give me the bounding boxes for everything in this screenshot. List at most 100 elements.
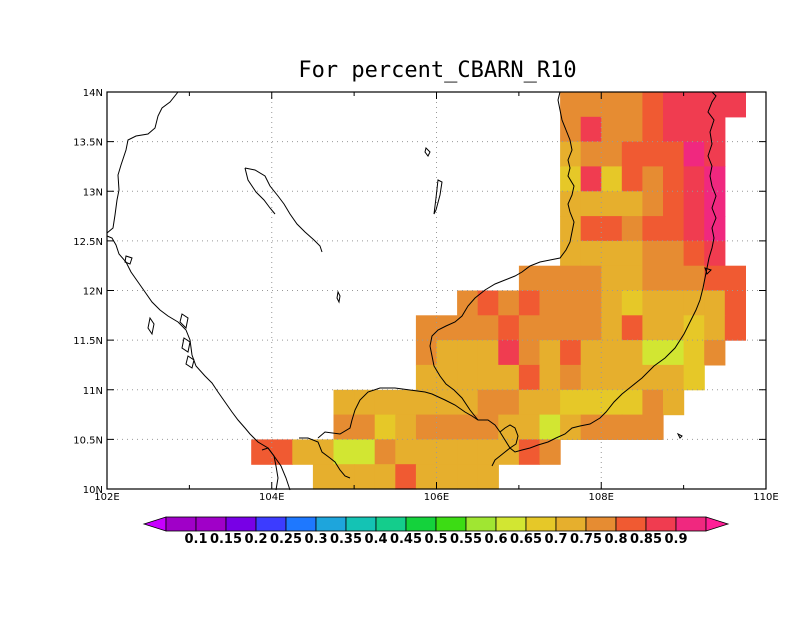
data-cell [477, 315, 499, 341]
data-cell [580, 141, 602, 167]
data-cell [560, 265, 582, 292]
colorbar-label: 0.5 [424, 532, 447, 547]
data-cell [457, 290, 479, 316]
data-cell [663, 364, 685, 391]
data-cell [498, 414, 520, 440]
colorbar-box [255, 516, 287, 532]
data-cell [601, 364, 623, 391]
data-cell [704, 191, 726, 217]
data-cell [642, 240, 664, 267]
colorbar-min-arrow [142, 516, 167, 532]
data-cell [601, 141, 623, 167]
colorbar-label: 0.85 [630, 532, 662, 547]
data-cell [642, 389, 664, 416]
data-cell [580, 265, 602, 292]
colorbar-label: 0.1 [184, 532, 207, 547]
data-cell [333, 389, 355, 416]
data-cell [683, 240, 705, 267]
data-cell [601, 116, 623, 143]
data-cell [539, 315, 561, 341]
data-cell [436, 414, 458, 440]
data-cell [704, 265, 726, 292]
colorbar-max-arrow [705, 516, 730, 532]
data-cell [518, 439, 541, 465]
data-cell [621, 340, 643, 366]
data-cell [312, 439, 335, 465]
data-cell [333, 414, 355, 440]
data-cell [642, 414, 664, 440]
data-cell [683, 92, 705, 118]
data-cell [663, 265, 685, 292]
colorbar-box [645, 516, 677, 532]
x-tick-label: 102E [94, 492, 119, 503]
data-cell [539, 265, 561, 292]
data-cell [683, 191, 705, 217]
data-cell [642, 191, 664, 217]
data-cell [621, 290, 643, 316]
data-cell [580, 92, 602, 118]
colorbar-box [345, 516, 377, 532]
y-tick-label: 11N [83, 386, 103, 397]
y-tick-label: 13N [83, 187, 103, 198]
data-cell [683, 290, 705, 316]
data-cell [560, 216, 582, 242]
data-cells [251, 92, 746, 490]
data-cell [539, 414, 561, 440]
data-cell [477, 389, 499, 416]
colorbar-label: 0.7 [544, 532, 567, 547]
data-cell [415, 315, 438, 341]
data-cell [621, 389, 643, 416]
data-cell [560, 92, 582, 118]
data-cell [354, 414, 376, 440]
data-cell [621, 141, 643, 167]
data-cell [354, 439, 376, 465]
data-cell [560, 389, 582, 416]
data-cell [457, 414, 479, 440]
data-cell [601, 240, 623, 267]
data-cell [395, 439, 417, 465]
data-cell [621, 265, 643, 292]
colorbar-label: 0.15 [210, 532, 242, 547]
data-cell [683, 166, 705, 192]
data-cell [560, 191, 582, 217]
data-cell [518, 389, 541, 416]
data-cell [374, 414, 396, 440]
colorbar: 0.1 0.15 0.2 0.25 0.3 0.35 0.4 0.45 0.5 0.55 0.6 0.… [142, 516, 730, 547]
data-cell [580, 290, 602, 316]
data-cell [436, 364, 458, 391]
data-cell [663, 191, 685, 217]
data-cell [395, 464, 417, 490]
data-cell [539, 290, 561, 316]
colorbar-label: 0.8 [604, 532, 627, 547]
data-cell [395, 389, 417, 416]
data-cell [724, 92, 746, 118]
data-cell [663, 116, 685, 143]
data-cell [704, 340, 726, 366]
data-cell [704, 116, 726, 143]
colorbar-box [675, 516, 707, 532]
data-cell [580, 191, 602, 217]
data-cell [621, 92, 643, 118]
colorbar-label: 0.65 [510, 532, 542, 547]
data-cell [518, 364, 541, 391]
data-cell [457, 364, 479, 391]
data-cell [621, 166, 643, 192]
data-cell [518, 265, 541, 292]
colorbar-box [555, 516, 587, 532]
data-cell [395, 414, 417, 440]
data-cell [621, 315, 643, 341]
data-cell [477, 290, 499, 316]
data-cell [663, 92, 685, 118]
data-cell [374, 464, 396, 490]
data-cell [621, 414, 643, 440]
y-tick-label: 10.5N [73, 435, 103, 446]
data-cell [601, 389, 623, 416]
data-cell [663, 240, 685, 267]
data-cell [663, 141, 685, 167]
data-cell [560, 364, 582, 391]
data-cell [539, 340, 561, 366]
data-cell [539, 364, 561, 391]
colorbar-label: 0.55 [450, 532, 482, 547]
colorbar-box [435, 516, 467, 532]
